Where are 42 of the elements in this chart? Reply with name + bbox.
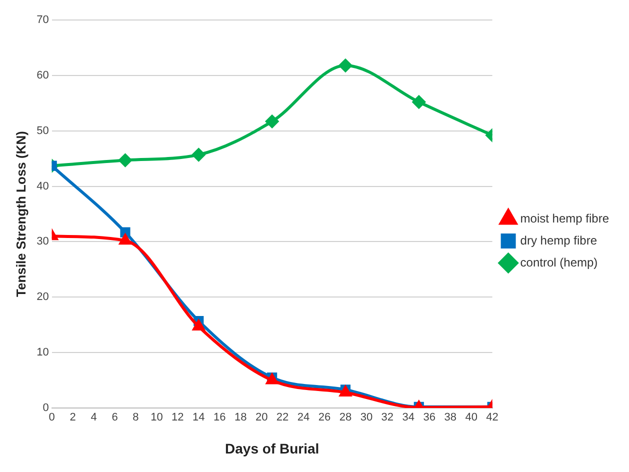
point <box>338 58 352 72</box>
point <box>118 154 132 167</box>
x-tick-label: 18 <box>234 412 247 424</box>
x-tick-label: 42 <box>486 412 498 424</box>
x-tick-label: 14 <box>192 412 205 424</box>
point <box>412 96 426 109</box>
x-tick-label: 22 <box>276 412 289 424</box>
legend-label: dry hemp fibre <box>520 233 598 248</box>
x-tick-label: 12 <box>172 412 184 424</box>
point <box>192 148 206 162</box>
x-tick-label: 38 <box>444 412 456 424</box>
x-tick-label: 28 <box>339 412 352 424</box>
x-tick-label: 10 <box>150 412 163 424</box>
legend-label: moist hemp fibre <box>520 211 610 226</box>
x-tick-label: 20 <box>255 412 268 424</box>
x-tick-label: 6 <box>112 412 118 424</box>
x-tick-label: 40 <box>465 412 478 424</box>
y-tick-label: 10 <box>36 346 49 359</box>
x-tick-label: 30 <box>360 412 373 424</box>
y-tick-label: 50 <box>36 124 49 137</box>
y-tick-label: 60 <box>36 69 49 82</box>
point <box>120 227 130 238</box>
legend-label: control (hemp) <box>520 255 598 270</box>
x-tick-label: 34 <box>402 412 415 424</box>
y-tick-label: 70 <box>36 14 49 26</box>
x-tick-label: 32 <box>381 412 394 424</box>
x-tick-label: 26 <box>318 412 331 424</box>
y-tick-label: 20 <box>36 291 49 304</box>
y-axis-title: Tensile Strength Loss (KN) <box>13 131 28 297</box>
x-axis-title: Days of Burial <box>225 440 320 456</box>
y-tick-label: 0 <box>42 402 49 414</box>
x-tick-label: 8 <box>132 412 139 424</box>
x-tick-label: 24 <box>297 412 310 424</box>
point <box>266 114 279 128</box>
x-tick-label: 16 <box>214 412 226 424</box>
point <box>192 320 204 331</box>
point <box>119 234 132 245</box>
x-tick-label: 4 <box>90 412 97 424</box>
x-tick-label: 36 <box>423 412 436 424</box>
y-tick-label: 40 <box>36 180 49 192</box>
x-tick-label: 2 <box>70 412 76 424</box>
y-tick-label: 30 <box>36 236 49 248</box>
